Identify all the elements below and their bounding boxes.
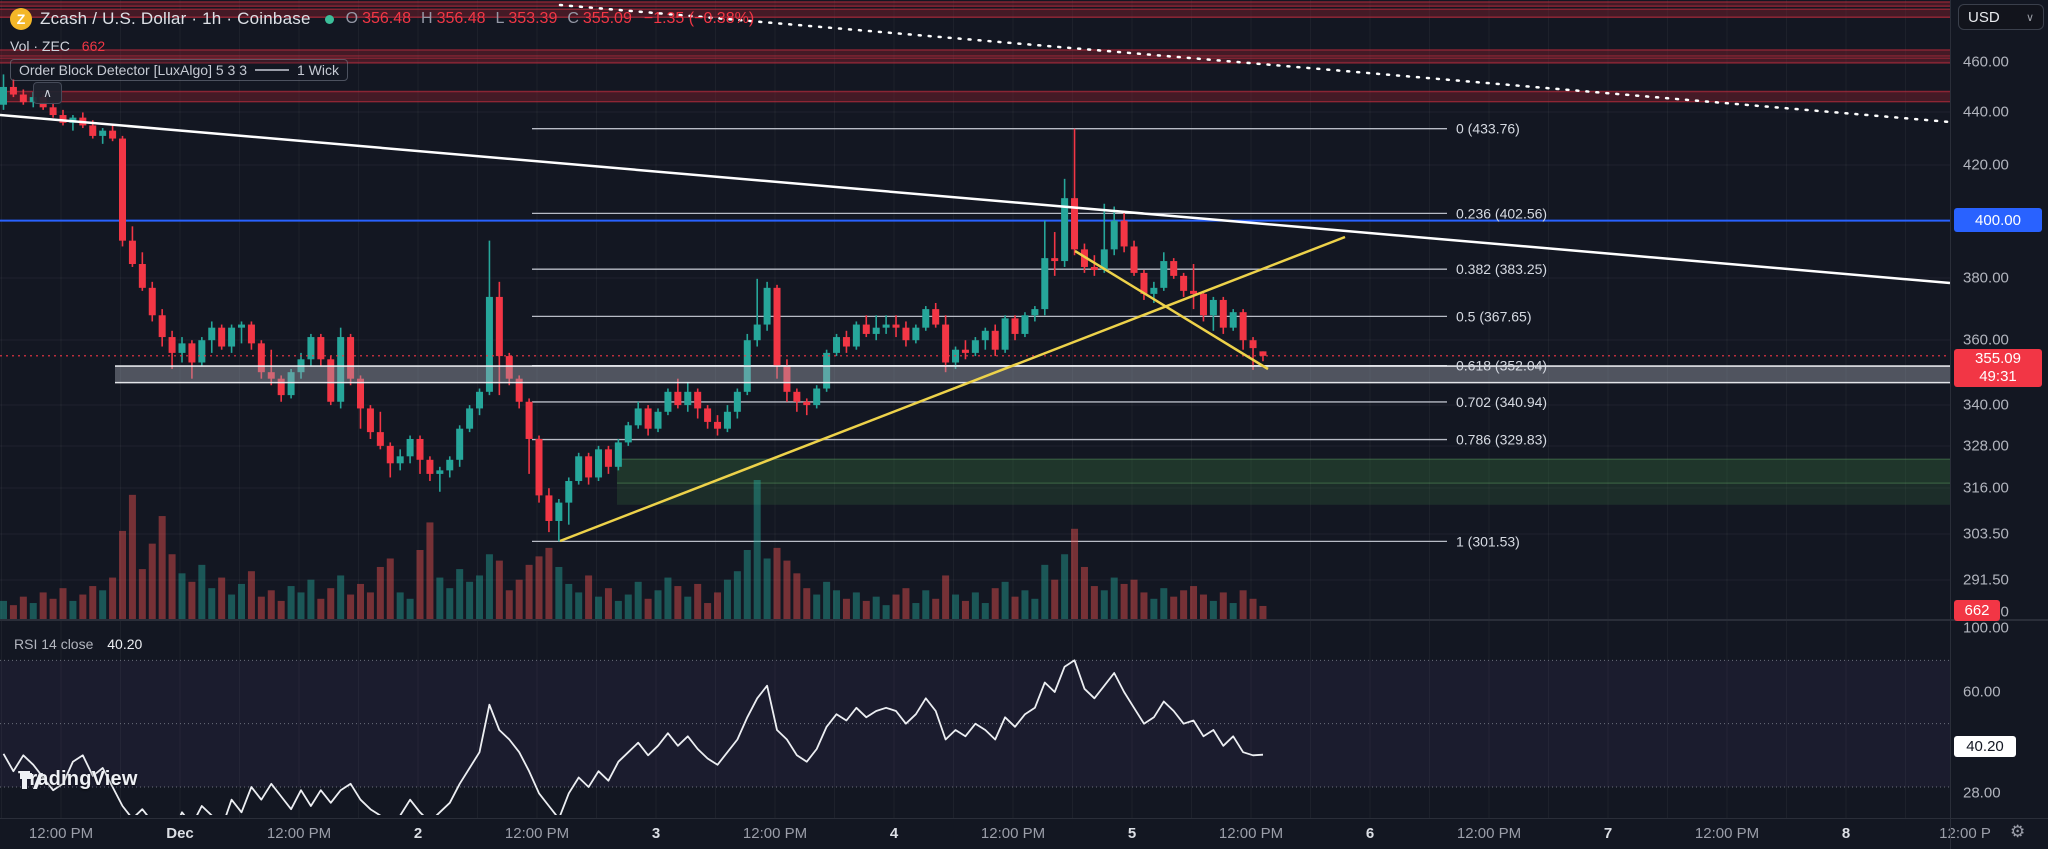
svg-text:1 (301.53): 1 (301.53) [1456, 533, 1520, 549]
price-level-badge: 400.00 [1954, 208, 2042, 232]
yellow-descending [1074, 249, 1269, 371]
currency-dropdown[interactable]: USD ∨ [1958, 4, 2044, 30]
price-tick-label: 28.00 [1963, 784, 2001, 802]
bar-countdown: 49:31 [1979, 368, 2017, 385]
volume-legend-row[interactable]: Vol · ZEC 662 [10, 38, 754, 54]
price-tick-label: 100.00 [1963, 619, 2009, 637]
price-tick-label: 316.00 [1963, 479, 2009, 497]
orderblock-zones [0, 1, 1950, 505]
price-axis[interactable]: 28.0060.00100.00279.50291.50303.50316.00… [1950, 0, 2048, 849]
zcash-logo-icon: Z [10, 8, 32, 30]
ohlc-values: O 356.48 H 356.48 L 353.39 C 355.09 −1.35 (−… [346, 10, 755, 28]
trendlines[interactable] [0, 3, 1952, 543]
indicator-suffix: 1 Wick [297, 62, 339, 78]
svg-text:0.702 (340.94): 0.702 (340.94) [1456, 394, 1547, 410]
time-tick-day: 7 [1603, 825, 1613, 842]
time-tick: 12:00 PM [742, 825, 808, 842]
price-tick-label: 460.00 [1963, 53, 2009, 71]
time-tick-day: 4 [889, 825, 899, 842]
price-tick-label: 291.50 [1963, 571, 2009, 589]
close-label: C [567, 10, 579, 27]
last-price-badge: 355.09 49:31 [1954, 349, 2042, 387]
indicator-label: Order Block Detector [LuxAlgo] 5 3 3 [19, 62, 247, 78]
svg-text:0.618 (352.04): 0.618 (352.04) [1456, 358, 1547, 374]
time-tick: 12:00 PM [1694, 825, 1760, 842]
time-tick: 12:00 PM [504, 825, 570, 842]
gear-icon[interactable]: ⚙ [2010, 822, 2026, 841]
change-value: −1.35 (−0.38%) [643, 10, 755, 27]
time-tick-day: Dec [166, 825, 194, 842]
time-tick: 12:00 PM [1456, 825, 1522, 842]
high-value: 356.48 [436, 10, 486, 27]
chevron-down-icon: ∨ [2025, 11, 2034, 24]
gray-orderblock-zone [115, 365, 1950, 384]
yellow-ascending [559, 235, 1346, 543]
price-tick-label: 380.00 [1963, 269, 2009, 287]
high-label: H [421, 10, 433, 27]
time-tick-day: 5 [1127, 825, 1137, 842]
rsi-label: RSI 14 close [14, 636, 94, 652]
price-tick-label: 303.50 [1963, 525, 2009, 543]
svg-text:0.5 (367.65): 0.5 (367.65) [1456, 308, 1532, 324]
indicator-legend-row[interactable]: Order Block Detector [LuxAlgo] 5 3 3 1 W… [10, 59, 348, 81]
rsi-value-badge: 40.20 [1954, 736, 2016, 757]
white-solid-descending [0, 113, 1951, 285]
price-tick-label: 420.00 [1963, 156, 2009, 174]
fib-labels: 0 (433.76) 0.236 (402.56) 0.382 (383.25) 0.… [1456, 121, 1547, 550]
volume-series [0, 480, 1267, 619]
time-tick: 12:00 PM [980, 825, 1046, 842]
tradingview-logo[interactable]: TradingView [18, 768, 138, 791]
currency-value: USD [1968, 8, 2000, 26]
market-status-icon [324, 14, 334, 24]
rsi-value: 40.20 [107, 636, 143, 652]
open-value: 356.48 [362, 10, 411, 27]
volume-badge: 662 [1954, 600, 2000, 621]
chevron-up-icon: ∧ [43, 86, 52, 100]
svg-text:0 (433.76): 0 (433.76) [1456, 121, 1520, 137]
time-tick-day: 8 [1841, 825, 1851, 842]
price-tick-label: 360.00 [1963, 331, 2009, 349]
svg-text:0.786 (329.83): 0.786 (329.83) [1456, 432, 1547, 448]
last-price-value: 355.09 [1975, 350, 2021, 367]
price-tick-label: 328.00 [1963, 437, 2009, 455]
volume-value: 662 [81, 38, 106, 54]
low-value: 353.39 [508, 10, 558, 27]
legend-collapse-button[interactable]: ∧ [33, 82, 62, 104]
close-value: 355.09 [582, 10, 632, 27]
open-label: O [345, 10, 359, 27]
time-tick: 12:00 PM [1218, 825, 1284, 842]
rsi-legend-row[interactable]: RSI 14 close 40.20 [14, 636, 142, 652]
time-tick: 12:00 P [1939, 825, 1991, 842]
time-tick: 12:00 PM [266, 825, 332, 842]
price-tick-label: 440.00 [1963, 103, 2009, 121]
time-tick-day: 3 [651, 825, 661, 842]
tradingview-logo-text: TradingView [18, 768, 138, 790]
time-tick: 12:00 PM [28, 825, 94, 842]
white-dotted-descending [558, 3, 1952, 124]
svg-text:0.236 (402.56): 0.236 (402.56) [1456, 205, 1547, 221]
volume-label: Vol · ZEC [10, 38, 70, 54]
grid [0, 0, 1950, 818]
price-tick-label: 60.00 [1963, 683, 2001, 701]
line-style-sample [255, 69, 289, 71]
price-tick-label: 340.00 [1963, 396, 2009, 414]
svg-text:0.382 (383.25): 0.382 (383.25) [1456, 261, 1547, 277]
time-tick-day: 2 [413, 825, 423, 842]
low-label: L [495, 10, 505, 27]
tradingview-logo-icon [20, 773, 43, 789]
symbol-title[interactable]: Zcash / U.S. Dollar · 1h · Coinbase [40, 9, 311, 28]
time-axis[interactable]: ⚙ 12:00 PM Dec 12:00 PM 2 12:00 PM 3 12:00 PM 4… [0, 818, 2048, 849]
time-tick-day: 6 [1365, 825, 1375, 842]
rsi-line [2, 659, 1264, 815]
